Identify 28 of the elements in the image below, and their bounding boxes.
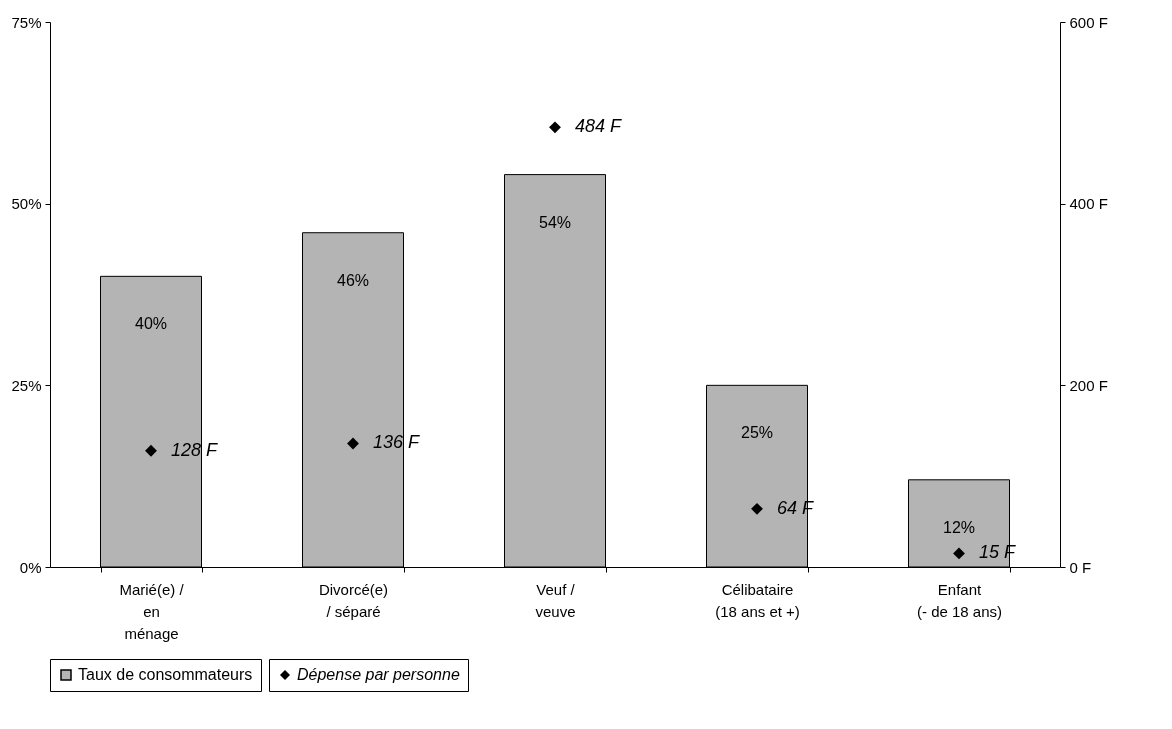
data-label: 12%	[942, 518, 976, 536]
x-tick-label: Veuf / veuve	[535, 580, 576, 620]
x-tick-label: Marié(e) / en ménage	[119, 580, 185, 642]
y2-tick-label: 400 F	[1069, 195, 1108, 213]
y2-tick-label: 0 F	[1069, 558, 1092, 576]
point	[751, 502, 763, 515]
data-label: 128 F	[171, 439, 219, 460]
point	[953, 547, 965, 560]
point	[549, 121, 561, 134]
data-label: 40%	[134, 315, 168, 333]
legend-label: Taux de consommateurs	[78, 666, 253, 683]
y-tick-label: 0%	[19, 558, 42, 576]
y2-tick-label: 600 F	[1069, 13, 1108, 31]
x-tick-label: Divorcé(e) / séparé	[318, 580, 389, 620]
data-label: 136 F	[373, 432, 421, 453]
data-label: 25%	[740, 424, 774, 442]
y2-tick-label: 200 F	[1069, 376, 1108, 394]
y-tick-label: 25%	[11, 376, 42, 394]
data-label: 46%	[336, 271, 370, 289]
y-tick-label: 50%	[11, 195, 42, 213]
legend-label: Dépense par personne	[297, 666, 460, 683]
data-label: 54%	[538, 213, 572, 231]
point	[145, 444, 157, 457]
x-tick-label: Célibataire (18 ans et +)	[715, 580, 800, 620]
x-tick-label: Enfant (- de 18 ans)	[916, 580, 1003, 620]
point	[347, 437, 359, 450]
y-tick-label: 75%	[11, 13, 42, 31]
data-label: 484 F	[575, 116, 623, 137]
